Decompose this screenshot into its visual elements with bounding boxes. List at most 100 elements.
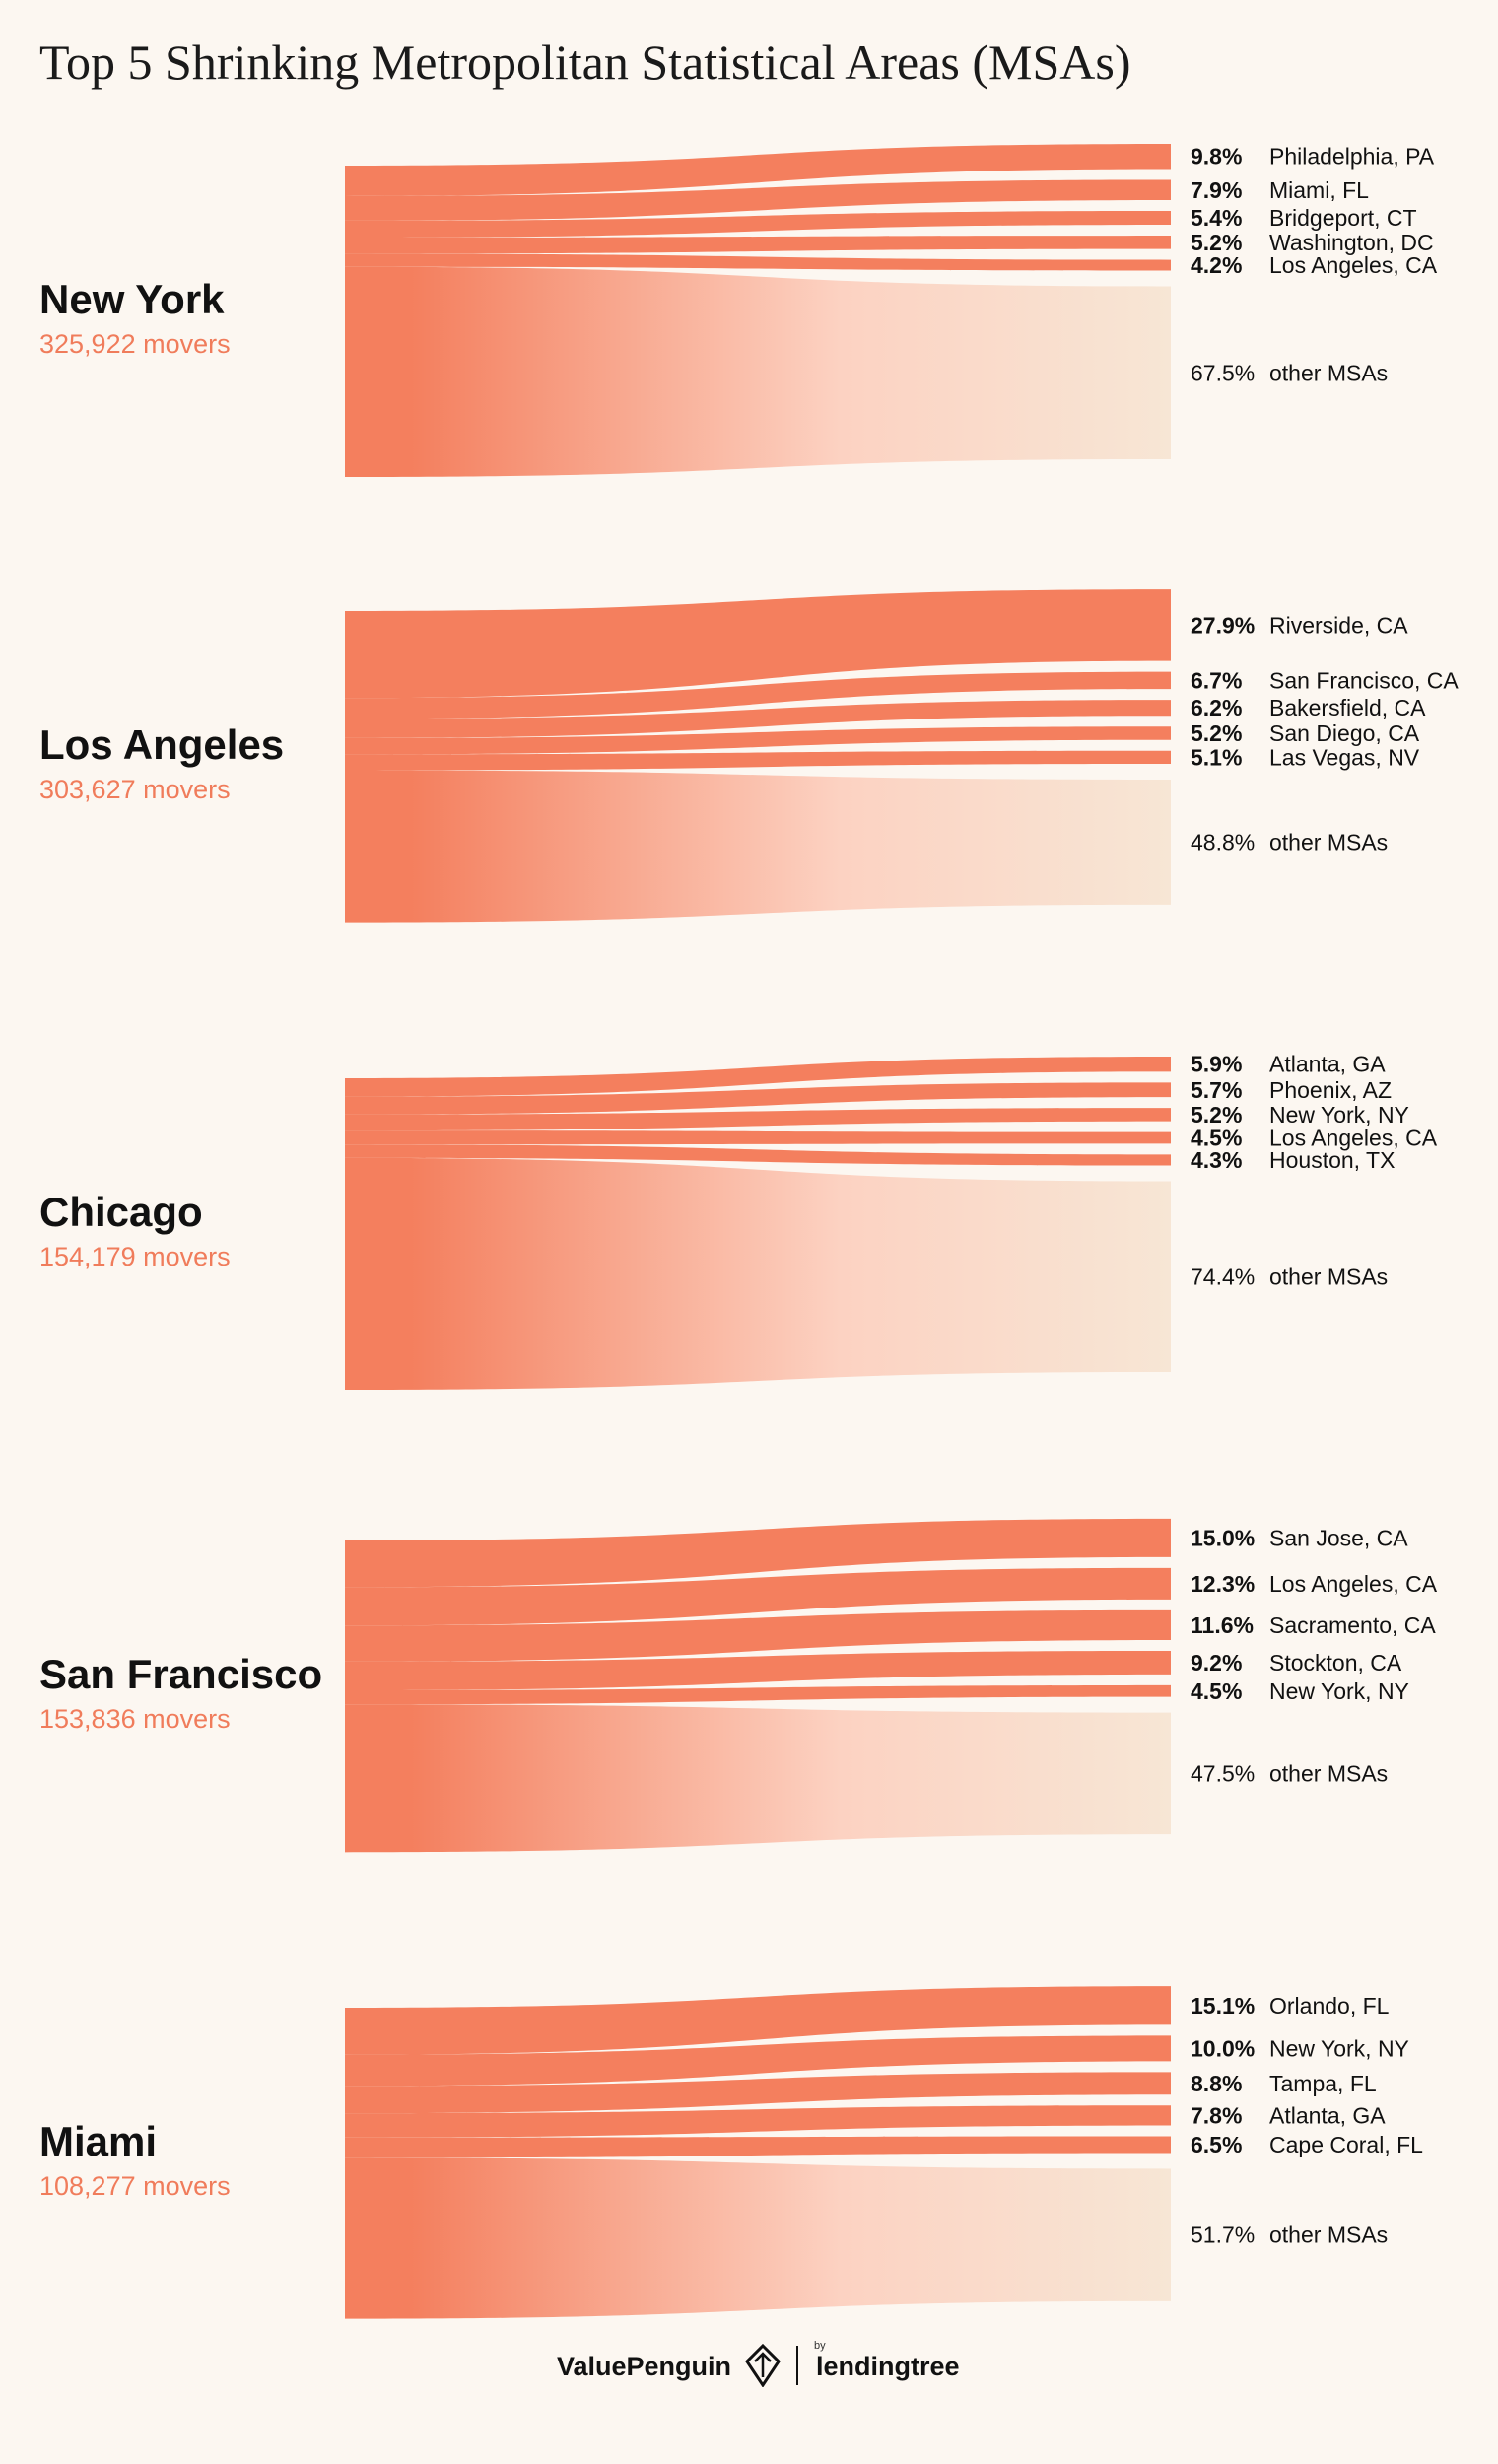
flow-ribbon [345,1144,1171,1166]
flow-ribbon [345,1567,1171,1626]
dest-name-label: Philadelphia, PA [1269,144,1435,170]
dest-pct-label: 5.1% [1191,744,1242,770]
dest-pct-label: 11.6% [1191,1612,1254,1638]
source-movers: 108,277 movers [39,2171,231,2201]
dest-pct-label: 10.0% [1191,2035,1255,2061]
flow-ribbon [345,2035,1171,2087]
source-movers: 303,627 movers [39,775,231,804]
dest-name-label: Cape Coral, FL [1269,2132,1423,2157]
flow-ribbon [345,253,1171,271]
by-text: by [814,2340,826,2352]
flow-ribbon [345,1130,1171,1145]
source-movers: 154,179 movers [39,1242,231,1271]
flow-group-1: Los Angeles 303,627 movers 27.9% Riverside,… [39,589,1459,923]
dest-pct-label: 27.9% [1191,612,1255,638]
dest-pct-label: 74.4% [1191,1264,1255,1289]
source-name: New York [39,276,225,322]
dest-pct-label: 9.2% [1191,1650,1242,1676]
footer-divider [796,2346,798,2385]
dest-pct-label: 4.5% [1191,1678,1242,1704]
dest-pct-label: 5.4% [1191,205,1242,231]
dest-name-label: Bridgeport, CT [1269,205,1417,231]
dest-name-label: Tampa, FL [1269,2071,1377,2096]
dest-pct-label: 67.5% [1191,360,1255,385]
dest-pct-label: 5.7% [1191,1077,1242,1103]
dest-name-label: San Jose, CA [1269,1525,1408,1550]
flow-ribbon-other [345,2157,1171,2319]
flow-ribbon [345,144,1171,196]
dest-name-label: Los Angeles, CA [1269,1571,1438,1597]
valuepenguin-logo-text: ValuePenguin [556,2352,731,2381]
dest-pct-label: 7.8% [1191,2102,1242,2128]
flow-ribbon [345,1684,1171,1705]
source-movers: 325,922 movers [39,329,231,359]
dest-name-label: Orlando, FL [1269,1993,1390,2019]
flow-ribbon [345,179,1171,221]
dest-pct-label: 51.7% [1191,2223,1255,2248]
dest-pct-label: 9.8% [1191,144,1242,170]
dest-name-label: other MSAs [1269,2223,1388,2248]
lendingtree-logo-text: lendingtree [816,2352,960,2381]
flow-ribbon [345,726,1171,755]
flow-ribbon [345,671,1171,719]
dest-pct-label: 4.3% [1191,1147,1242,1173]
dest-name-label: Las Vegas, NV [1269,744,1420,770]
dest-name-label: Atlanta, GA [1269,2102,1386,2128]
dest-pct-label: 48.8% [1191,829,1255,855]
sankey-chart: New York 325,922 movers 9.8% Philadelphia, … [39,144,1459,2319]
dest-name-label: Phoenix, AZ [1269,1077,1392,1103]
dest-name-label: other MSAs [1269,360,1388,385]
dest-name-label: San Francisco, CA [1269,667,1459,693]
flow-ribbon-other [345,1157,1171,1390]
dest-pct-label: 4.5% [1191,1126,1242,1151]
chart-title: Top 5 Shrinking Metropolitan Statistical… [39,34,1131,90]
flow-ribbon [345,236,1171,254]
flow-group-0: New York 325,922 movers 9.8% Philadelphia, … [39,144,1438,477]
dest-name-label: New York, NY [1269,1102,1409,1128]
dest-name-label: Houston, TX [1269,1147,1395,1173]
dest-pct-label: 6.2% [1191,695,1242,720]
flow-ribbon-other [345,266,1171,477]
flow-ribbon [345,1057,1171,1097]
flow-ribbon [345,2072,1171,2114]
dest-name-label: Stockton, CA [1269,1650,1402,1676]
flow-ribbon [345,211,1171,238]
dest-name-label: Washington, DC [1269,230,1434,255]
dest-pct-label: 6.7% [1191,667,1242,693]
source-name: Chicago [39,1189,203,1235]
flow-group-4: Miami 108,277 movers 15.1% Orlando, FL 10.0%… [39,1986,1423,2319]
dest-name-label: other MSAs [1269,1760,1388,1786]
dest-name-label: Miami, FL [1269,177,1369,203]
dest-pct-label: 8.8% [1191,2071,1242,2096]
flow-ribbon [345,589,1171,699]
flow-ribbon [345,1082,1171,1115]
flow-ribbon [345,1518,1171,1588]
source-movers: 153,836 movers [39,1704,231,1734]
penguin-logo-icon [745,2344,781,2387]
dest-name-label: San Diego, CA [1269,720,1420,746]
flow-group-3: San Francisco 153,836 movers 15.0% San Jose… [39,1518,1438,1853]
dest-pct-label: 12.3% [1191,1571,1255,1597]
dest-name-label: Sacramento, CA [1269,1612,1436,1638]
dest-name-label: New York, NY [1269,1678,1409,1704]
dest-pct-label: 47.5% [1191,1760,1255,1786]
dest-pct-label: 15.1% [1191,1993,1255,2019]
dest-pct-label: 15.0% [1191,1525,1255,1550]
dest-name-label: Riverside, CA [1269,612,1408,638]
flow-ribbon [345,1609,1171,1662]
dest-name-label: Los Angeles, CA [1269,252,1438,278]
flow-ribbon [345,700,1171,738]
flow-group-2: Chicago 154,179 movers 5.9% Atlanta, GA 5.7%… [39,1052,1438,1390]
dest-pct-label: 5.9% [1191,1052,1242,1077]
dest-pct-label: 5.2% [1191,720,1242,746]
dest-name-label: other MSAs [1269,829,1388,855]
dest-pct-label: 5.2% [1191,1102,1242,1128]
flow-ribbon [345,2105,1171,2138]
footer: ValuePenguin by lendingtree [0,2338,1498,2397]
dest-name-label: Bakersfield, CA [1269,695,1426,720]
source-name: Miami [39,2118,157,2164]
dest-name-label: other MSAs [1269,1264,1388,1289]
flow-ribbon [345,1108,1171,1131]
flow-ribbon-other [345,1704,1171,1853]
dest-pct-label: 6.5% [1191,2132,1242,2157]
